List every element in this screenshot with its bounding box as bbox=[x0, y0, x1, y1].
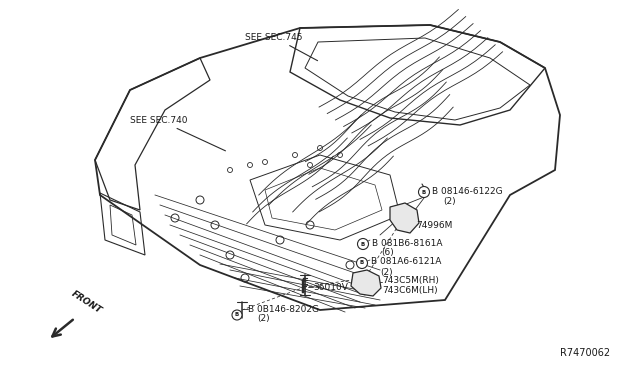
Text: B 081A6-6121A: B 081A6-6121A bbox=[371, 257, 442, 266]
Text: 743C5M(RH): 743C5M(RH) bbox=[382, 276, 439, 285]
Text: 36010V: 36010V bbox=[313, 282, 348, 292]
Text: B: B bbox=[361, 241, 365, 247]
Text: SEE SEC.745: SEE SEC.745 bbox=[245, 32, 317, 61]
Text: B 0B146-8202G: B 0B146-8202G bbox=[248, 305, 319, 314]
Text: B: B bbox=[235, 312, 239, 317]
Text: SEE SEC.740: SEE SEC.740 bbox=[130, 115, 225, 151]
Polygon shape bbox=[351, 270, 381, 296]
Circle shape bbox=[419, 186, 429, 198]
Text: (2): (2) bbox=[380, 267, 392, 276]
Polygon shape bbox=[390, 203, 419, 233]
Text: B 08146-6122G: B 08146-6122G bbox=[432, 186, 502, 196]
Text: FRONT: FRONT bbox=[70, 289, 104, 315]
Text: (2): (2) bbox=[257, 314, 269, 324]
Text: 743C6M(LH): 743C6M(LH) bbox=[382, 286, 438, 295]
Text: 74996M: 74996M bbox=[416, 221, 452, 230]
Text: B 081B6-8161A: B 081B6-8161A bbox=[372, 238, 442, 247]
Text: B: B bbox=[422, 189, 426, 195]
Text: (2): (2) bbox=[443, 196, 456, 205]
Circle shape bbox=[358, 238, 369, 250]
Text: B: B bbox=[360, 260, 364, 266]
Text: R7470062: R7470062 bbox=[560, 348, 610, 358]
Circle shape bbox=[232, 310, 242, 320]
Text: (6): (6) bbox=[381, 248, 394, 257]
Circle shape bbox=[356, 257, 367, 269]
